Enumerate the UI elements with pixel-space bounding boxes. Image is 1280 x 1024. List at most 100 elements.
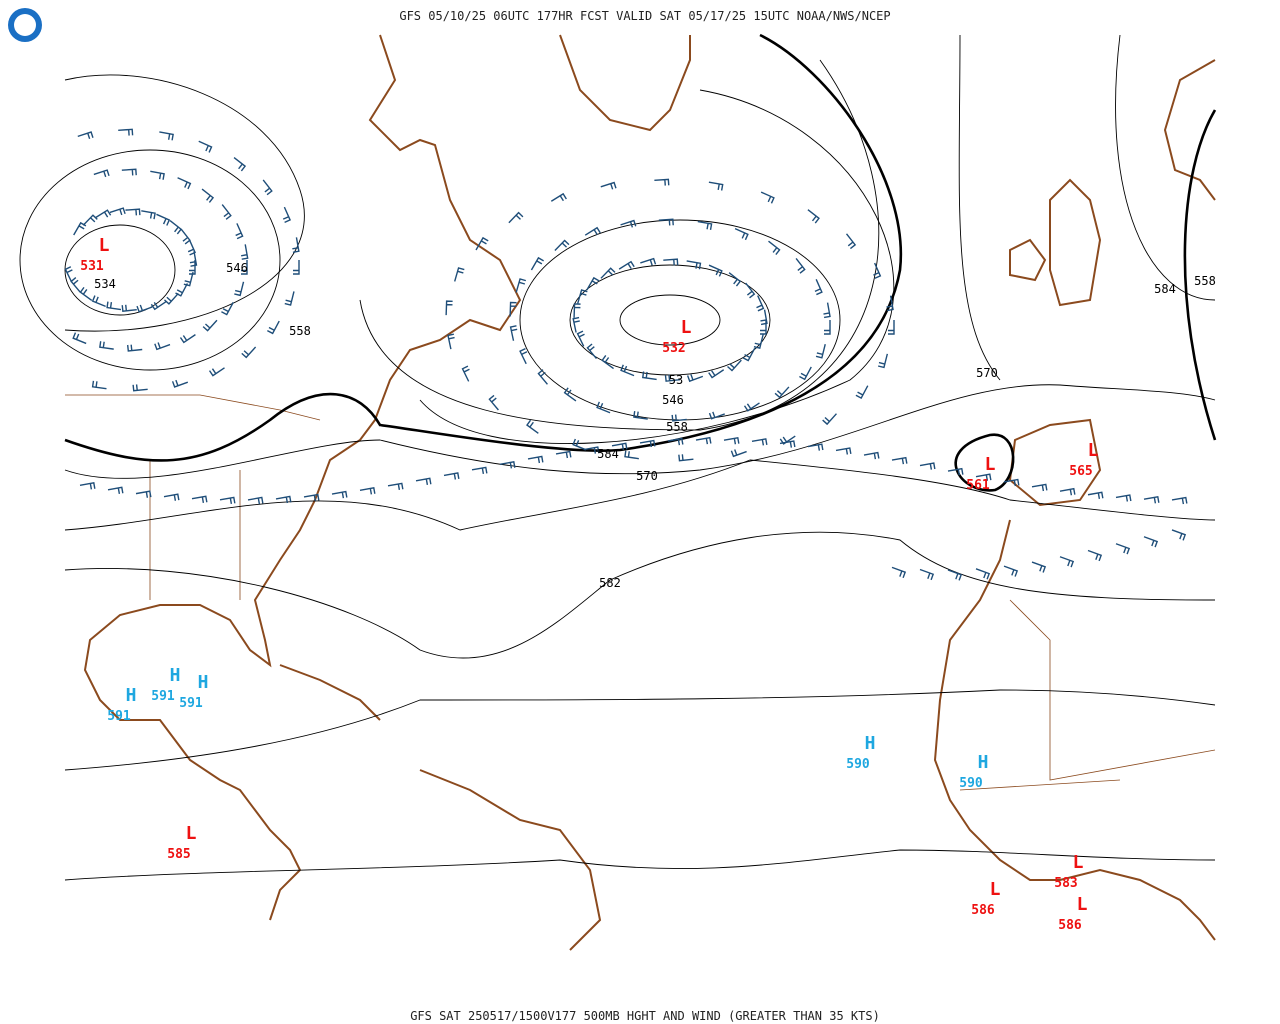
wind-barb xyxy=(563,387,577,402)
wind-barb xyxy=(947,467,964,476)
wind-barb xyxy=(141,210,156,220)
wind-barb xyxy=(1143,536,1159,548)
wind-barb xyxy=(1003,565,1019,577)
wind-barb xyxy=(164,292,179,305)
wind-barb xyxy=(1031,483,1048,492)
wind-barb xyxy=(1171,529,1187,541)
wind-barb xyxy=(779,440,796,448)
wind-barb xyxy=(135,490,152,498)
wind-barb xyxy=(795,258,806,274)
wind-barb xyxy=(93,169,110,178)
wind-barb xyxy=(454,267,465,282)
wind-barb xyxy=(664,374,681,382)
wind-barb xyxy=(293,260,300,275)
wind-barb xyxy=(233,157,247,172)
contour-label: 546 xyxy=(662,393,684,407)
wind-barb xyxy=(640,257,657,266)
wind-barb xyxy=(779,435,796,445)
wind-barb xyxy=(695,436,712,445)
wind-barb xyxy=(768,240,781,255)
contour-label: 558 xyxy=(289,324,311,338)
contour-label: 53 xyxy=(669,373,683,387)
wind-barb xyxy=(891,566,907,579)
wind-barb xyxy=(576,330,585,347)
wind-barb xyxy=(975,568,991,580)
wind-barb xyxy=(282,206,292,223)
wind-barb xyxy=(275,495,292,504)
wind-barb xyxy=(886,295,894,312)
wind-barb xyxy=(583,446,600,454)
wind-barb xyxy=(727,359,742,372)
wind-barb xyxy=(82,214,98,226)
wind-barb xyxy=(415,477,432,486)
wind-barb xyxy=(708,264,723,277)
wind-barb xyxy=(519,347,528,365)
wind-barb xyxy=(835,447,852,455)
wind-barb xyxy=(530,256,544,271)
wind-barb xyxy=(156,213,171,226)
wind-barb xyxy=(572,316,580,333)
wind-barb xyxy=(180,228,191,245)
wind-barb xyxy=(359,487,376,495)
wind-barb xyxy=(1115,543,1131,555)
wind-barb xyxy=(658,218,674,226)
wind-barb xyxy=(600,267,616,279)
wind-barb xyxy=(708,369,725,379)
low-value: 561 xyxy=(966,478,990,493)
wind-barb xyxy=(77,131,94,140)
wind-barb xyxy=(183,271,194,287)
wind-barb xyxy=(241,346,257,359)
contour-label: 570 xyxy=(976,366,998,380)
wind-barb xyxy=(201,188,215,203)
wind-barb xyxy=(508,211,524,224)
wind-barbs xyxy=(64,128,1188,581)
low-value: 565 xyxy=(1069,464,1092,479)
wind-barb xyxy=(118,128,134,136)
low-value: 586 xyxy=(971,903,995,918)
wind-barb xyxy=(888,320,895,335)
wind-barb xyxy=(91,380,107,390)
low-symbol: L xyxy=(990,879,1001,900)
wind-barb xyxy=(1031,561,1047,573)
high-symbol: H xyxy=(170,665,181,686)
wind-barb xyxy=(72,332,87,345)
coastlines xyxy=(83,34,1216,951)
contour-label: 558 xyxy=(666,420,688,434)
wind-barb xyxy=(177,177,192,190)
wind-barb xyxy=(70,277,81,293)
wind-barb xyxy=(620,364,635,377)
wind-barb xyxy=(730,449,747,458)
wind-barb xyxy=(600,181,617,190)
wind-barb xyxy=(1087,549,1103,562)
wind-barb xyxy=(728,272,742,287)
wind-barb xyxy=(863,451,880,460)
contour-label: 584 xyxy=(597,447,619,461)
header-title: GFS 05/10/25 06UTC 177HR FCST VALID SAT … xyxy=(399,9,890,23)
contours xyxy=(19,33,1217,881)
wind-barb xyxy=(221,301,234,316)
wind-barb xyxy=(461,365,470,382)
wind-barb xyxy=(526,419,539,434)
wind-barb xyxy=(64,266,73,283)
wind-barb xyxy=(445,300,453,316)
wind-barb xyxy=(121,304,137,312)
wind-barb xyxy=(284,291,295,306)
wind-barb xyxy=(743,402,760,412)
wind-barb xyxy=(815,344,826,359)
wind-barb xyxy=(550,192,567,202)
wind-barb xyxy=(126,344,143,352)
wind-barb xyxy=(1115,494,1132,502)
wind-barb xyxy=(611,442,628,451)
high-symbol: H xyxy=(126,685,137,706)
wind-barb xyxy=(947,569,963,581)
wind-barb xyxy=(443,472,460,480)
wind-barb xyxy=(814,279,823,296)
wind-barb xyxy=(618,260,635,270)
wind-barb xyxy=(208,367,225,377)
low-symbol: L xyxy=(985,454,996,475)
high-symbol: H xyxy=(978,752,989,773)
wind-barb xyxy=(1143,495,1160,504)
wind-barb xyxy=(678,454,694,462)
wind-barb xyxy=(107,486,124,494)
